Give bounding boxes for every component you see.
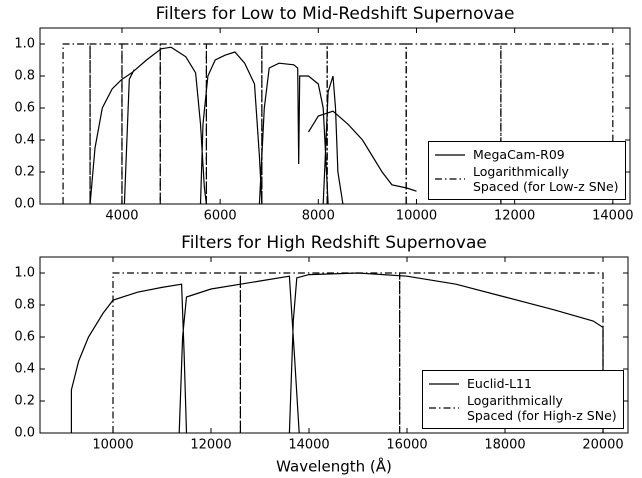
filter-bin <box>261 43 328 204</box>
x-tick-label: 12000 <box>190 438 231 453</box>
y-tick-label: 1.0 <box>14 37 35 52</box>
legend-entry: Euclid-L11 <box>429 376 617 391</box>
chart-title: Filters for Low to Mid-Redshift Supernov… <box>156 4 515 24</box>
x-tick-label: 10000 <box>92 438 133 453</box>
x-tick-label: 20000 <box>582 438 623 453</box>
y-tick-label: 0.0 <box>14 197 35 212</box>
y-tick-label: 0.8 <box>14 69 35 84</box>
y-tick-label: 0.8 <box>14 298 35 313</box>
axes-frame <box>39 256 629 434</box>
filter-bin <box>326 43 407 204</box>
x-tick-label: 18000 <box>484 438 525 453</box>
x-tick-label: 14000 <box>592 209 633 224</box>
y-tick-label: 1.0 <box>14 266 35 281</box>
legend-label: Euclid-L11 <box>467 376 532 391</box>
filter-bin <box>159 43 207 204</box>
x-axis-label: Wavelength (Å) <box>276 457 392 476</box>
filter-bin <box>205 43 263 204</box>
filter-bin <box>405 43 502 204</box>
axes-frame <box>39 27 631 205</box>
legend-entry: Logarithmically Spaced (for Low-z SNe) <box>435 164 619 194</box>
y-tick-label: 0.2 <box>14 165 35 180</box>
legend-entry: MegaCam-R09 <box>435 147 619 162</box>
x-tick-label: 8000 <box>302 209 335 224</box>
chart-title: Filters for High Redshift Supernovae <box>181 233 487 253</box>
x-tick-label: 10000 <box>396 209 437 224</box>
x-tick-label: 12000 <box>494 209 535 224</box>
legend-label: Logarithmically Spaced (for Low-z SNe) <box>473 164 619 194</box>
filter-bin <box>112 272 242 433</box>
y-tick-label: 0.4 <box>14 362 35 377</box>
legend: MegaCam-R09 Logarithmically Spaced (for L… <box>428 141 626 200</box>
x-tick-label: 16000 <box>386 438 427 453</box>
filter-bin <box>62 43 91 204</box>
x-tick-label: 6000 <box>204 209 237 224</box>
legend-label: Logarithmically Spaced (for High-z SNe) <box>467 393 617 423</box>
legend-label: MegaCam-R09 <box>473 147 565 162</box>
filter-bin <box>121 43 161 204</box>
y-tick-label: 0.0 <box>14 426 35 441</box>
y-tick-label: 0.6 <box>14 330 35 345</box>
legend: Euclid-L11 Logarithmically Spaced (for Hi… <box>422 370 624 429</box>
x-tick-label: 4000 <box>105 209 138 224</box>
filter-bin <box>239 272 401 433</box>
y-tick-label: 0.4 <box>14 133 35 148</box>
filter-curve <box>89 46 417 204</box>
filter-bin <box>500 43 614 204</box>
y-tick-label: 0.2 <box>14 394 35 409</box>
y-tick-label: 0.6 <box>14 101 35 116</box>
filter-bin <box>89 43 123 204</box>
x-tick-label: 14000 <box>288 438 329 453</box>
legend-swatch <box>435 153 465 156</box>
legend-entry: Logarithmically Spaced (for High-z SNe) <box>429 393 617 423</box>
legend-swatch <box>429 382 459 385</box>
legend-swatch <box>435 178 465 180</box>
filter-bin <box>399 272 604 433</box>
legend-swatch <box>429 407 459 409</box>
